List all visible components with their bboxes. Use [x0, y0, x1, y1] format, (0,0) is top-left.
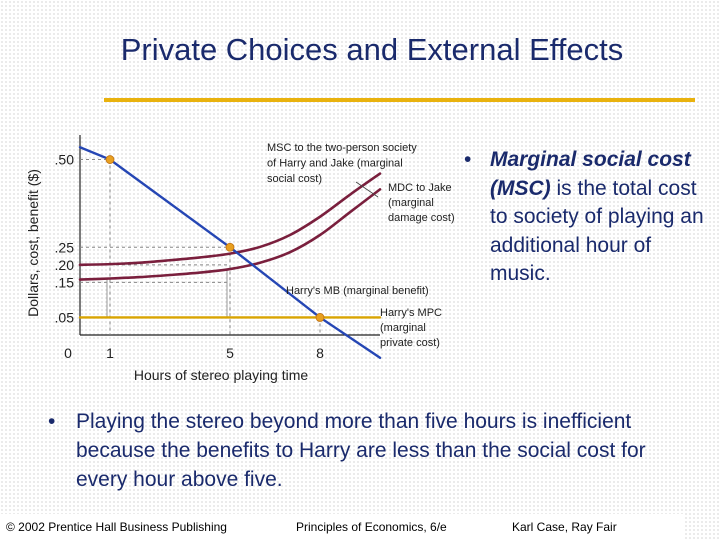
- x-tick-label: 8: [316, 345, 324, 361]
- series-mdc-line: [78, 188, 382, 281]
- annotation-leader: [355, 181, 379, 198]
- series-msc-line: [78, 172, 382, 267]
- x-tick-label: 1: [106, 345, 114, 361]
- y-tick-label: .20: [55, 257, 75, 273]
- bullet-dot: •: [464, 148, 472, 171]
- bullet-dot: •: [48, 410, 56, 433]
- origin-label: 0: [64, 345, 72, 361]
- annotation-msc: MSC to the two-person society: [267, 142, 417, 154]
- annotation-mpc: private cost): [380, 337, 440, 349]
- annotation-mdc: (marginal: [388, 197, 434, 209]
- inefficiency-text: Playing the stereo beyond more than five…: [76, 410, 646, 491]
- y-tick-label: .15: [55, 274, 75, 290]
- x-axis-title: Hours of stereo playing time: [134, 367, 309, 383]
- annotation-mb: Harry's MB (marginal benefit): [286, 285, 429, 297]
- footer: © 2002 Prentice Hall Business Publishing…: [0, 514, 684, 540]
- slide-title: Private Choices and External Effects: [120, 32, 624, 67]
- title-underline: [104, 98, 695, 102]
- bullet-inefficiency: • Playing the stereo beyond more than fi…: [48, 407, 698, 494]
- annotation-mdc: damage cost): [388, 212, 455, 224]
- externality-chart: .50 .25 .20.15 .05 0 1 5 8 Hours of stereo playi…: [25, 135, 455, 383]
- y-axis-title: Dollars, cost, benefit ($): [25, 169, 41, 317]
- data-point-marker: [315, 313, 325, 322]
- bullet-msc-definition: • Marginal social cost (MSC) is the tota…: [464, 146, 714, 289]
- msc-term: Marginal social cost (MSC): [490, 148, 691, 200]
- y-tick-label: .05: [55, 309, 75, 325]
- annotation-mpc: Harry's MPC: [380, 307, 442, 319]
- data-point-marker: [225, 242, 235, 252]
- footer-authors: Karl Case, Ray Fair: [512, 520, 617, 534]
- data-point-marker: [105, 155, 115, 164]
- y-tick-label: .25: [55, 239, 75, 255]
- footer-copyright: © 2002 Prentice Hall Business Publishing: [6, 520, 227, 534]
- annotation-msc: social cost): [267, 173, 322, 185]
- footer-book: Principles of Economics, 6/e: [296, 520, 447, 534]
- annotation-mdc: MDC to Jake: [388, 182, 452, 194]
- y-tick-label: .50: [55, 152, 75, 168]
- annotation-msc: of Harry and Jake (marginal: [267, 158, 403, 170]
- msc-definition: is the total cost to society of playing …: [490, 176, 704, 286]
- x-tick-label: 5: [226, 345, 234, 361]
- annotation-mpc: (marginal: [380, 322, 426, 334]
